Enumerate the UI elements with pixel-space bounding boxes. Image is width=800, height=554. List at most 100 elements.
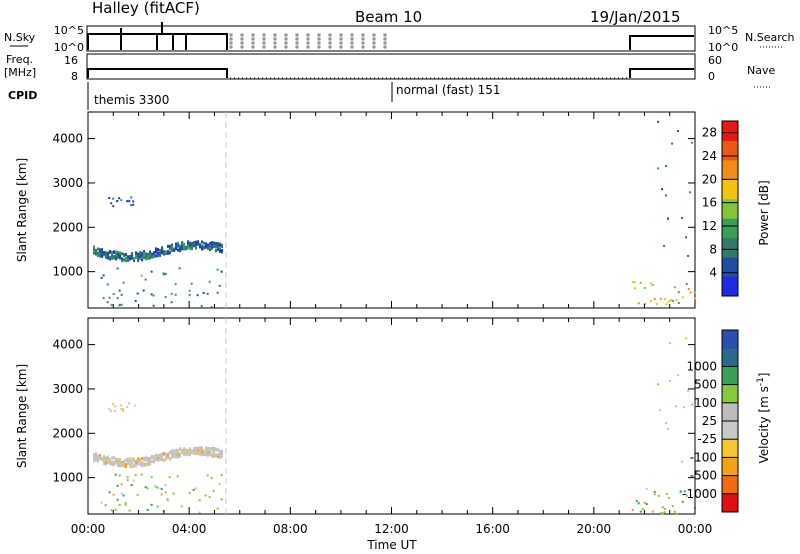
echo-cell [221, 243, 224, 247]
velocity-colorbar-segment [722, 457, 738, 477]
echo-cell [97, 251, 100, 255]
nave-label: Nave [747, 64, 775, 77]
echo-cell [171, 455, 174, 459]
echo-cell [667, 217, 670, 220]
echo-cell [143, 456, 146, 460]
echo-cell [109, 255, 112, 259]
nsearch-dot [251, 37, 255, 41]
echo-cell [211, 454, 214, 458]
echo-cell [122, 281, 125, 284]
echo-cell [172, 492, 175, 495]
echo-cell [653, 493, 656, 496]
nsearch-dot [273, 37, 277, 41]
nsearch-dot [262, 37, 266, 41]
echo-cell [157, 454, 160, 458]
echo-cell [128, 402, 131, 405]
echo-cell [97, 253, 100, 257]
power-colorbar-tick-label: 4 [709, 266, 717, 280]
echo-cell [167, 244, 170, 248]
echo-cell [116, 498, 119, 501]
echo-cell [160, 487, 163, 490]
echo-cell [113, 460, 116, 464]
echo-cell [209, 453, 212, 457]
velocity-colorbar-segment [722, 384, 738, 404]
echo-cell [147, 463, 150, 467]
echo-cell [673, 510, 676, 513]
echo-cell [673, 286, 676, 289]
nsearch-tick-bottom: 10^0 [708, 41, 738, 54]
echo-cell [667, 496, 670, 499]
echo-cell [203, 246, 206, 250]
echo-cell [129, 464, 132, 468]
velocity-colorbar-tick-label: -500 [690, 469, 717, 483]
echo-cell [655, 302, 658, 305]
echo-cell [681, 500, 684, 503]
echo-cell [123, 258, 126, 262]
echo-cell [188, 293, 191, 296]
echo-cell [151, 255, 154, 259]
echo-cell [123, 464, 126, 468]
echo-cell [137, 256, 140, 260]
echo-cell [169, 244, 172, 248]
echo-cell [120, 483, 123, 486]
echo-cell [103, 461, 106, 465]
echo-cell [150, 503, 153, 506]
echo-cell [99, 248, 102, 252]
nsearch-dot [306, 41, 310, 45]
x-tick-label: 12:00 [374, 522, 409, 536]
echo-cell [693, 297, 696, 300]
velocity-colorbar-segment [722, 330, 738, 349]
echo-cell [213, 450, 216, 454]
echo-cell [175, 448, 178, 452]
nsearch-label: N.Search [745, 31, 795, 44]
echo-cell [126, 476, 129, 479]
echo-cell [211, 245, 214, 249]
echo-cell [633, 281, 636, 284]
echo-cell [132, 200, 135, 203]
echo-cell [189, 451, 192, 455]
echo-cell [177, 450, 180, 454]
nsearch-dot [383, 33, 387, 37]
echo-cell [677, 291, 680, 294]
cpid-mode-2: normal (fast) 151 [396, 83, 500, 97]
echo-cell [211, 448, 214, 452]
power-colorbar-segment [722, 179, 738, 200]
power-colorbar-segment [722, 218, 738, 239]
echo-cell [169, 450, 172, 454]
echo-cell [201, 247, 204, 251]
echo-cell [111, 253, 114, 257]
echo-cell [659, 409, 662, 412]
echo-cell [199, 446, 202, 450]
echo-cell [197, 240, 200, 244]
echo-cell [665, 165, 668, 168]
echo-cell [175, 242, 178, 246]
echo-cell [107, 253, 110, 257]
velocity-panel: 1000 2000 3000 4000 00:00 04:00 08:00 12:00 16:0… [15, 317, 771, 552]
nsearch-dot [361, 45, 365, 49]
freq-trace-late [629, 68, 694, 78]
nsearch-dot [262, 33, 266, 37]
echo-cell [217, 448, 220, 452]
nsearch-dot [361, 33, 365, 37]
echo-cell [144, 278, 147, 281]
echo-cell [681, 217, 684, 220]
echo-cell [671, 299, 674, 302]
echo-cell [127, 457, 130, 461]
echo-cell [637, 502, 640, 505]
echo-cell [113, 250, 116, 254]
echo-cell [209, 241, 212, 245]
echo-cell [153, 255, 156, 259]
echo-cell [179, 447, 182, 451]
echo-cell [221, 249, 224, 253]
nsky-frame [86, 25, 696, 52]
echo-cell [132, 203, 135, 206]
echo-cell [139, 257, 142, 261]
velocity-echo-layer [93, 337, 696, 515]
echo-cell [120, 303, 123, 306]
echo-cell [114, 405, 117, 408]
nsearch-dot [372, 45, 376, 49]
echo-cell [221, 451, 224, 455]
echo-cell [112, 197, 115, 200]
nsky-panel: N.Sky 10^5 10^0 10^5 10^0 N.Search [4, 22, 795, 54]
